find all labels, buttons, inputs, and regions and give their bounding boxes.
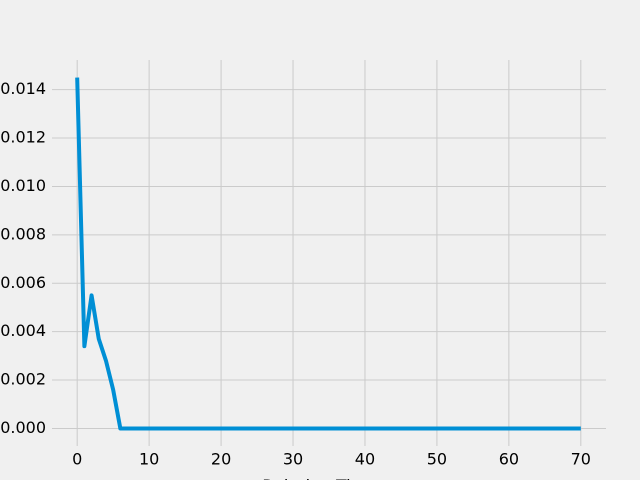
- x-tick-label: 20: [211, 450, 231, 469]
- y-tick-label: 0.006: [0, 273, 46, 292]
- x-tick-label: 0: [72, 450, 82, 469]
- data-line: [75, 77, 581, 431]
- x-axis-label: Relative Time: [262, 477, 378, 480]
- x-tick-label: 50: [427, 450, 447, 469]
- y-tick-label: 0.004: [0, 321, 46, 340]
- x-tick-label: 30: [283, 450, 303, 469]
- x-tick-label: 60: [499, 450, 519, 469]
- y-tick-label: 0.000: [0, 418, 46, 437]
- y-tick-label: 0.014: [0, 79, 46, 98]
- y-tick-label: 0.012: [0, 128, 46, 147]
- y-tick-label: 0.008: [0, 224, 46, 243]
- y-tick-label: 0.002: [0, 370, 46, 389]
- x-tick-label: 10: [139, 450, 159, 469]
- x-tick-label: 40: [355, 450, 375, 469]
- x-tick-label: 70: [571, 450, 591, 469]
- y-tick-label: 0.010: [0, 176, 46, 195]
